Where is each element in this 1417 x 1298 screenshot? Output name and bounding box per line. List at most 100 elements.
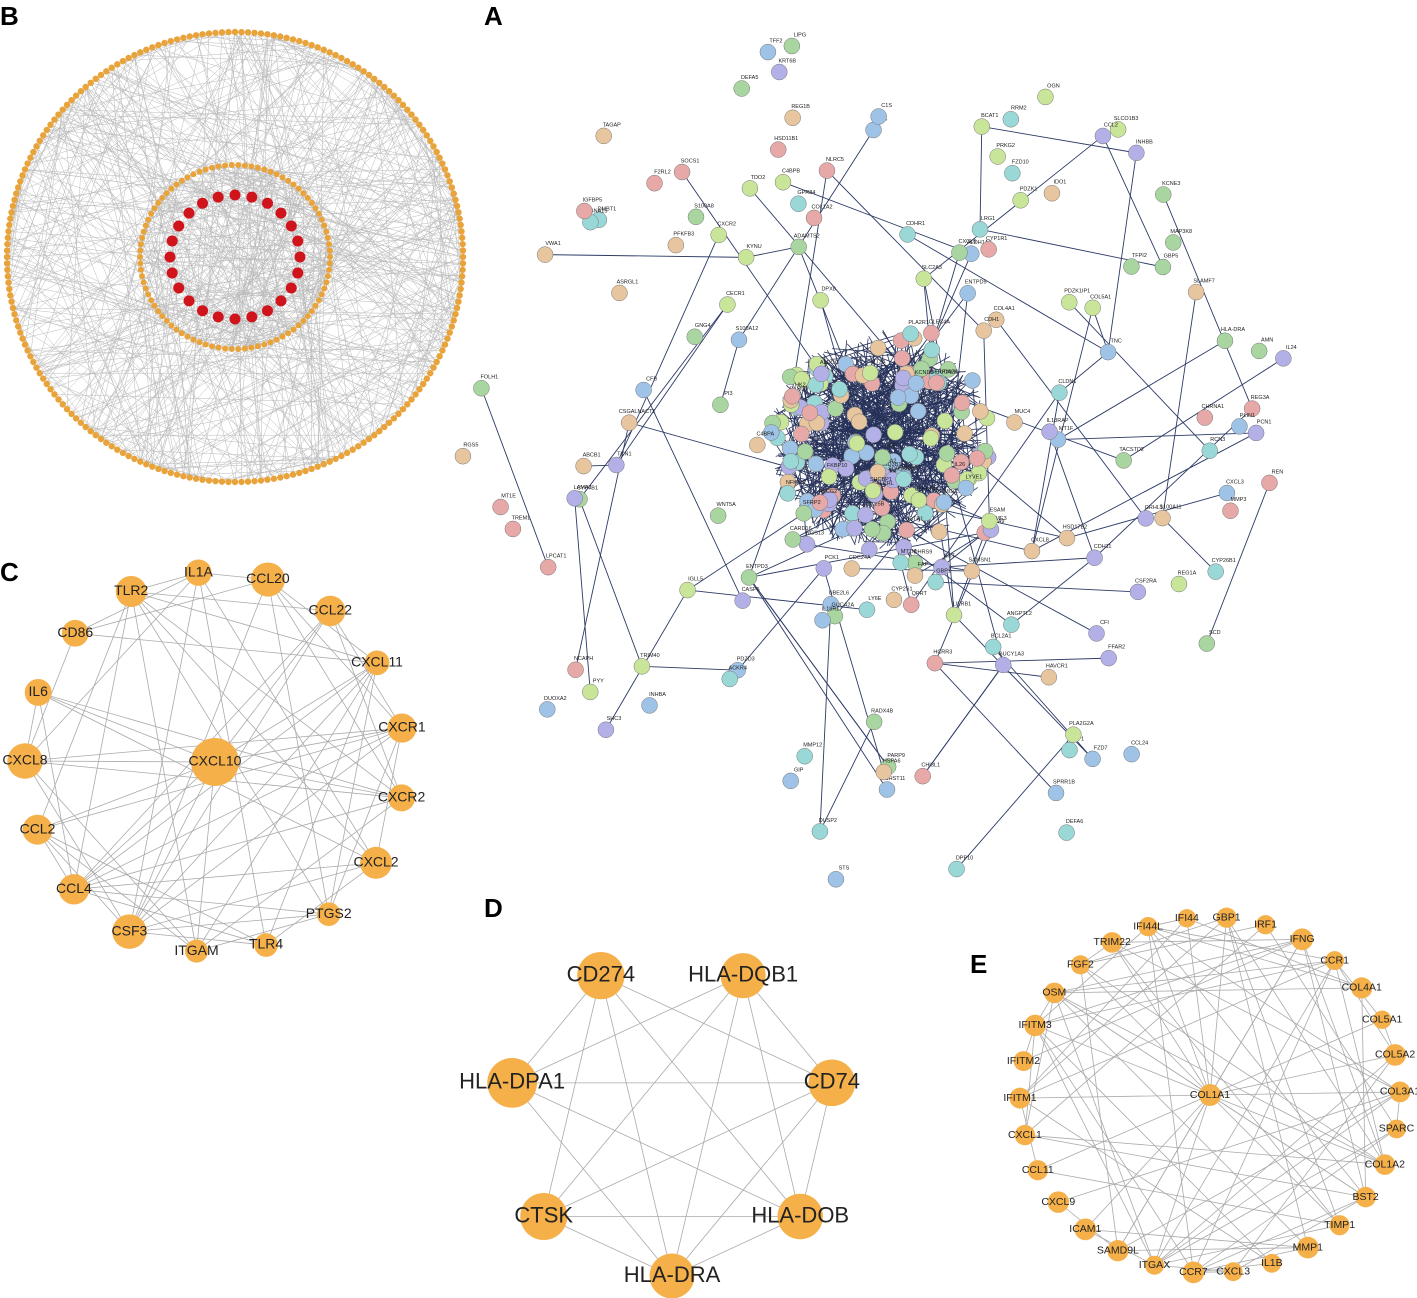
node-label: BCAT1 <box>981 113 998 119</box>
edge <box>25 760 216 763</box>
node <box>1100 649 1117 667</box>
node-label: SAMD9 <box>789 387 808 393</box>
node <box>5 228 12 235</box>
node-label: LAMA1 <box>574 485 592 491</box>
node <box>412 116 419 123</box>
node <box>173 220 185 232</box>
node <box>77 88 85 95</box>
node-label: SAMSN1 <box>969 558 992 564</box>
edge <box>1123 358 1284 461</box>
node-label: INHBB <box>1136 139 1153 145</box>
node-label: CXCL8 <box>1031 538 1049 544</box>
node-label: SDR16C5 <box>888 467 913 473</box>
node-label: RCN3 <box>1210 437 1225 443</box>
node <box>456 215 463 222</box>
edge <box>270 60 348 172</box>
edge <box>211 316 252 347</box>
edge <box>158 194 236 469</box>
node <box>315 595 346 627</box>
edge <box>907 234 1109 353</box>
edge <box>299 224 461 474</box>
edge <box>923 135 1104 280</box>
edge <box>188 194 236 214</box>
edge <box>241 31 443 351</box>
edge <box>819 721 875 832</box>
node <box>1099 343 1117 361</box>
node <box>254 164 261 171</box>
node <box>92 75 99 83</box>
node <box>1109 121 1127 138</box>
edge <box>287 180 380 432</box>
node <box>782 772 799 790</box>
node <box>11 310 18 318</box>
node-label: IFNG <box>1290 933 1315 945</box>
node <box>173 181 180 188</box>
node <box>371 431 378 439</box>
node-label: CXCL8 <box>2 752 47 768</box>
node <box>935 494 953 511</box>
edge <box>1019 918 1188 1099</box>
edge <box>373 78 404 410</box>
edge <box>1080 964 1119 1251</box>
node <box>1128 144 1145 162</box>
node <box>365 435 373 443</box>
edge <box>305 276 463 472</box>
node <box>190 171 197 178</box>
node <box>458 273 466 280</box>
edge <box>199 171 459 213</box>
node <box>878 781 896 798</box>
edge <box>14 57 129 315</box>
node <box>167 469 174 477</box>
node <box>261 166 268 173</box>
edge <box>95 244 330 436</box>
node <box>457 221 464 229</box>
node <box>4 234 12 241</box>
node-label: HSD17B2 <box>1063 525 1087 531</box>
node <box>831 381 848 398</box>
node <box>308 41 315 49</box>
node <box>730 331 748 348</box>
node <box>103 68 110 75</box>
edge <box>100 180 183 440</box>
edge <box>600 975 801 1217</box>
node <box>902 325 919 343</box>
edge <box>50 231 462 390</box>
node-label: COL4A1 <box>994 306 1015 312</box>
edge <box>66 86 86 410</box>
node <box>13 317 20 324</box>
edge <box>1301 939 1386 1165</box>
node-label: KCNE3 <box>1162 181 1180 187</box>
node <box>246 311 258 323</box>
panel-a: CYP7B1 STS HSD3B1 HSD17B2 DPX8 HSD11B1 CYP26B1… <box>454 32 1297 888</box>
node-label: CDC24A <box>849 555 871 561</box>
node <box>125 54 132 62</box>
node-label: TFF2 <box>769 39 782 45</box>
node <box>813 365 830 383</box>
node-label: IRF1 <box>1254 919 1277 931</box>
node <box>24 160 31 167</box>
node <box>433 148 440 156</box>
edge <box>748 577 889 767</box>
edge <box>17 36 190 327</box>
node <box>360 68 367 75</box>
edge <box>33 151 142 270</box>
node <box>446 329 453 336</box>
node <box>173 326 180 333</box>
node <box>97 435 105 443</box>
node <box>759 43 777 61</box>
edge <box>199 218 460 343</box>
edge <box>27 35 197 164</box>
node-label: ASRGL1 <box>617 279 639 285</box>
node-label: OGN <box>1047 83 1060 89</box>
node <box>87 427 94 435</box>
edge <box>85 104 404 428</box>
node-label: DMBT1 <box>598 206 617 212</box>
edge <box>14 199 190 214</box>
edge <box>27 109 408 164</box>
node <box>186 474 193 481</box>
node <box>82 83 89 91</box>
edge <box>1209 1094 1340 1226</box>
edge <box>158 461 330 470</box>
edge <box>143 203 268 232</box>
node-label: GBP1 <box>1213 911 1241 923</box>
